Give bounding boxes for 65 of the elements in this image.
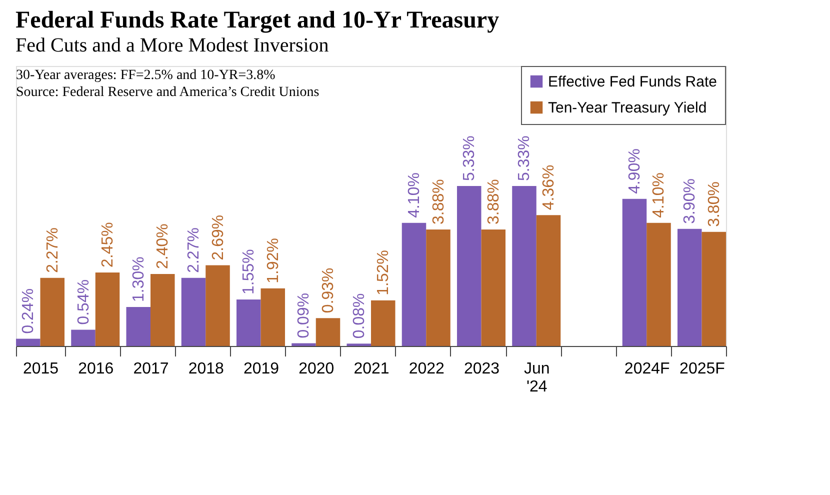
text: 30-Year averages: FF=2.5% and 10-YR=3.8% bbox=[16, 68, 276, 83]
data-label: 1.30% bbox=[130, 256, 148, 302]
bar bbox=[677, 228, 702, 346]
bar bbox=[316, 318, 340, 346]
bar bbox=[71, 330, 96, 346]
data-label: 4.10% bbox=[650, 172, 668, 218]
bar bbox=[95, 272, 120, 346]
bar bbox=[126, 306, 151, 346]
data-label: 2.69% bbox=[210, 214, 227, 260]
data-label: 1.55% bbox=[240, 249, 258, 294]
x-tick-label: Jun '24 bbox=[524, 360, 550, 396]
bar bbox=[16, 338, 40, 346]
data-label: 4.90% bbox=[626, 148, 644, 194]
x-tick-label: 2020 bbox=[298, 360, 334, 378]
bar bbox=[181, 278, 206, 346]
source-note: Source: Federal Reserve and America’s Credit Unions bbox=[16, 85, 320, 100]
bar bbox=[702, 232, 726, 346]
x-tick-label: 2018 bbox=[188, 360, 224, 378]
data-label: 4.10% bbox=[406, 172, 423, 218]
x-tick-label: 2025F bbox=[680, 360, 726, 378]
x-tick-label: 2015 bbox=[22, 360, 59, 378]
bar bbox=[260, 288, 286, 346]
legend-label: Effective Fed Funds Rate bbox=[548, 74, 717, 90]
x-tick-label: 2017 bbox=[133, 360, 169, 378]
data-label: 4.36% bbox=[540, 164, 558, 210]
x-tick-label: 2022 bbox=[408, 360, 445, 378]
bar bbox=[402, 222, 426, 346]
data-label: 2.40% bbox=[154, 224, 172, 269]
data-label: 5.33% bbox=[516, 136, 534, 181]
bar bbox=[456, 186, 482, 346]
bar bbox=[622, 198, 647, 346]
x-tick-label: 2016 bbox=[78, 360, 114, 378]
bar bbox=[40, 278, 65, 346]
bar bbox=[236, 299, 261, 346]
x-tick-label: 2019 bbox=[243, 360, 280, 378]
data-label: 0.08% bbox=[350, 293, 368, 339]
chart-subtitle: Fed Cuts and a More Modest Inversion bbox=[16, 34, 329, 56]
bar bbox=[481, 230, 506, 346]
data-label: 3.88% bbox=[430, 179, 448, 225]
x-tick-label: 2024F bbox=[624, 360, 670, 378]
data-label: 2.45% bbox=[100, 222, 117, 268]
bar bbox=[371, 300, 396, 346]
chart-title: Federal Funds Rate Target and 10-Yr Treasury bbox=[16, 8, 500, 34]
legend-label: Ten-Year Treasury Yield bbox=[548, 100, 707, 116]
data-label: 2.27% bbox=[44, 227, 62, 273]
data-label: 1.52% bbox=[375, 250, 392, 296]
data-label: 3.90% bbox=[682, 178, 699, 224]
data-label: 0.09% bbox=[296, 292, 313, 338]
bar bbox=[536, 215, 561, 346]
data-label: 0.54% bbox=[75, 279, 92, 325]
bar bbox=[512, 186, 536, 346]
data-label: 3.80% bbox=[706, 182, 723, 227]
bar bbox=[646, 222, 671, 346]
bar bbox=[150, 274, 175, 346]
bar bbox=[292, 343, 316, 346]
data-label: 2.27% bbox=[186, 227, 202, 273]
data-label: 3.88% bbox=[485, 179, 502, 225]
data-label: 5.33% bbox=[461, 136, 478, 181]
bar bbox=[206, 265, 230, 346]
x-tick-label: 2023 bbox=[464, 360, 500, 378]
data-label: 0.93% bbox=[320, 268, 338, 314]
data-label: 1.92% bbox=[264, 238, 282, 284]
x-tick-label: 2021 bbox=[354, 360, 390, 378]
bar bbox=[426, 230, 450, 346]
data-label: 0.24% bbox=[20, 288, 38, 334]
